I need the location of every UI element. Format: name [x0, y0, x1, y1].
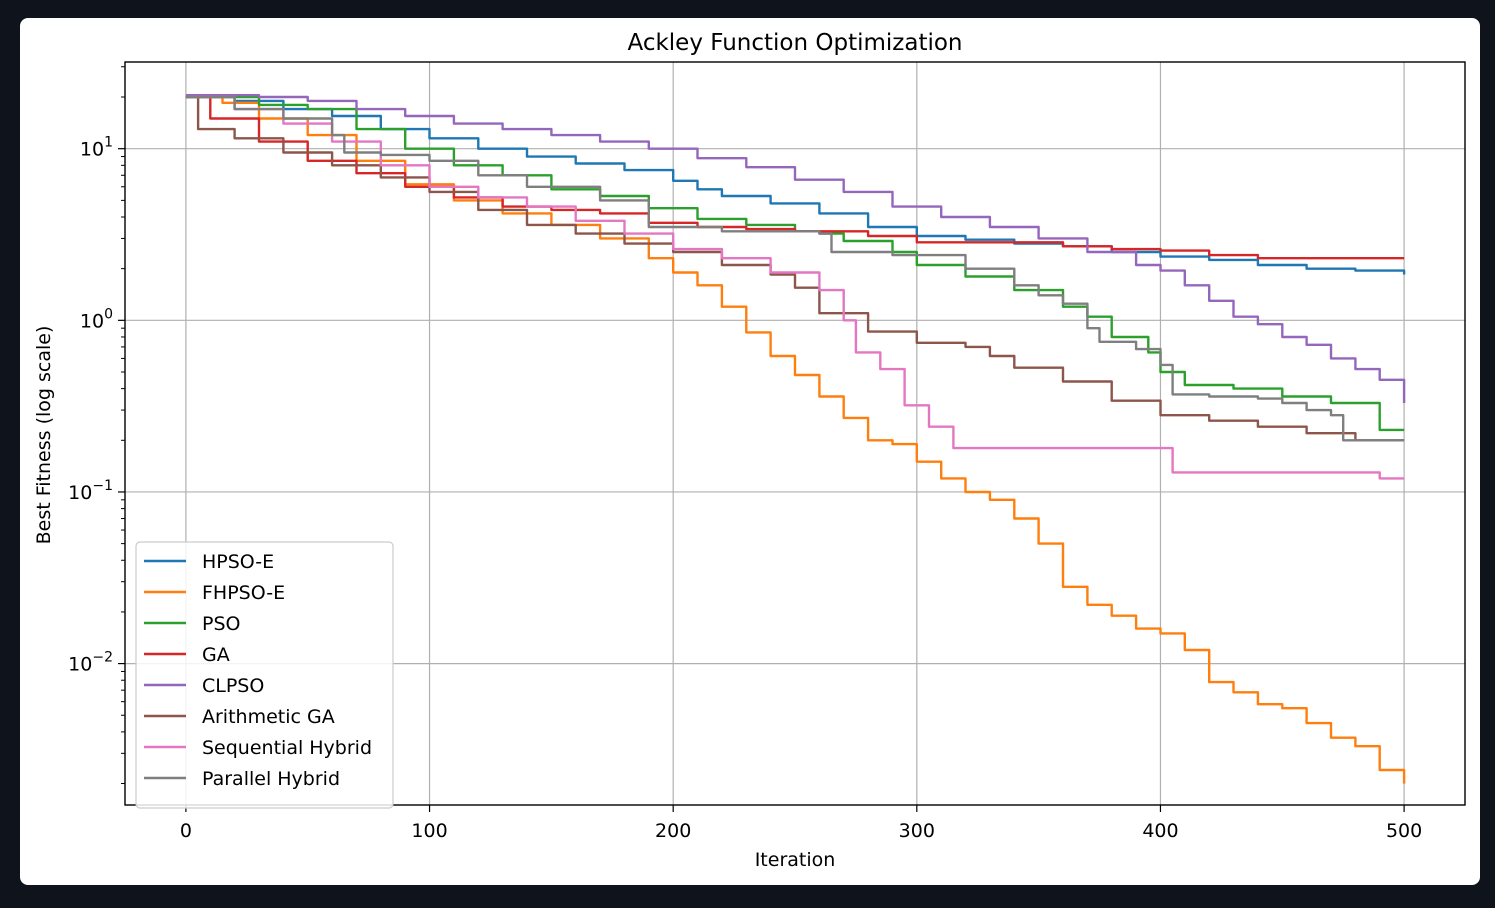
line-chart: Ackley Function Optimization 0 100 200 300 4…: [33, 30, 1466, 871]
plot-frame: [124, 61, 1466, 806]
series-line-arithmetic-ga: [185, 95, 1405, 442]
x-tick-label: 100: [411, 820, 447, 842]
x-tick-label: 500: [1386, 820, 1422, 842]
legend-box: [135, 541, 394, 809]
series-line-ga: [185, 95, 1405, 260]
series-line-parallel-hybrid: [185, 95, 1405, 442]
legend-entry: GA: [202, 644, 230, 666]
legend-entry: HPSO-E: [202, 551, 274, 573]
legend-entry: Parallel Hybrid: [202, 768, 340, 790]
legend-entry: PSO: [202, 613, 240, 635]
chart-card: Ackley Function Optimization 0 100 200 300 4…: [20, 18, 1480, 885]
chart-title: Ackley Function Optimization: [627, 30, 962, 56]
y-tick-label: 101: [80, 135, 113, 161]
x-tick-label: 0: [180, 820, 192, 842]
y-tick-label: 100: [80, 306, 113, 332]
y-axis-label: Best Fitness (log scale): [33, 326, 55, 545]
legend-entry: Arithmetic GA: [202, 706, 335, 728]
x-tick-label: 200: [655, 820, 691, 842]
series-lines: [185, 94, 1406, 784]
series-line-clpso: [185, 94, 1406, 403]
legend-entry: FHPSO-E: [202, 582, 285, 604]
y-tick-label: 10−1: [68, 478, 113, 504]
series-line-hpso-e: [185, 95, 1406, 275]
axis-ticks: 0 100 200 300 400 500 101 100 10−1 10−2: [68, 66, 1422, 842]
series-line-pso: [185, 95, 1405, 432]
x-tick-label: 400: [1142, 820, 1178, 842]
legend-entry: CLPSO: [202, 675, 264, 697]
y-tick-label: 10−2: [68, 650, 113, 676]
legend: HPSO-E FHPSO-E PSO GA CLPSO Arithmetic GA Sequ…: [135, 541, 394, 809]
x-tick-label: 300: [899, 820, 935, 842]
legend-entry: Sequential Hybrid: [202, 737, 372, 759]
x-axis-label: Iteration: [755, 849, 836, 871]
